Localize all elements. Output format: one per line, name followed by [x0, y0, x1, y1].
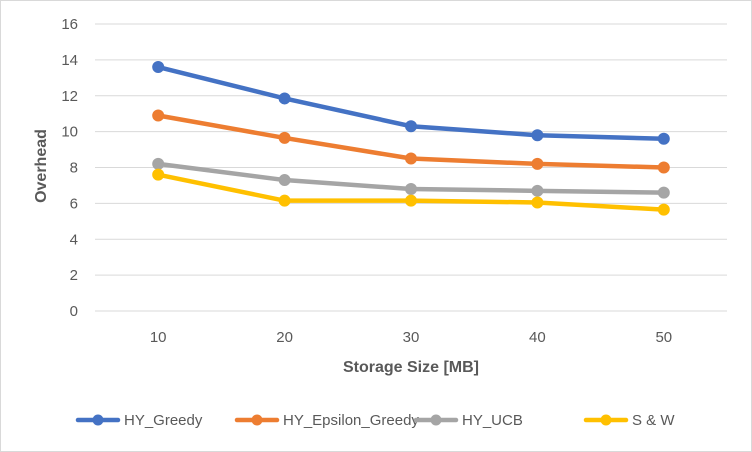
data-point — [152, 168, 165, 181]
legend-item: HY_Epsilon_Greedy — [234, 412, 419, 429]
legend-label: HY_Epsilon_Greedy — [283, 412, 419, 429]
x-tick-label: 20 — [276, 329, 293, 346]
data-point — [278, 131, 291, 144]
y-tick-label: 14 — [61, 52, 78, 69]
legend-label: HY_Greedy — [124, 412, 203, 429]
legend: HY_Greedy HY_Epsilon_Greedy HY_UCB S & W — [75, 412, 675, 429]
y-axis-title: Overhead — [33, 129, 50, 203]
data-point — [278, 194, 291, 207]
data-point — [531, 157, 544, 170]
y-tick-label: 10 — [61, 124, 78, 141]
y-tick-label: 8 — [70, 160, 78, 177]
x-tick-label: 50 — [655, 329, 672, 346]
legend-label: S & W — [632, 412, 675, 429]
x-tick-label: 10 — [150, 329, 167, 346]
y-tick-label: 6 — [70, 195, 78, 212]
legend-marker — [251, 414, 263, 426]
y-tick-label: 12 — [61, 88, 78, 105]
data-point — [531, 184, 544, 197]
data-point — [405, 120, 417, 133]
series — [152, 168, 670, 216]
data-point — [152, 61, 165, 74]
data-point — [657, 132, 670, 145]
legend-marker — [600, 414, 612, 426]
x-tick-label: 30 — [403, 329, 420, 346]
data-point — [405, 152, 417, 165]
data-point — [657, 186, 670, 199]
legend-item: HY_UCB — [413, 412, 523, 429]
data-point — [657, 161, 670, 174]
y-tick-label: 16 — [61, 16, 78, 33]
legend-marker — [430, 414, 442, 426]
data-point — [405, 183, 417, 196]
data-point — [278, 92, 291, 105]
x-tick-label: 40 — [529, 329, 546, 346]
data-point — [657, 203, 670, 216]
legend-item: S & W — [583, 412, 675, 429]
y-tick-label: 0 — [70, 303, 78, 320]
legend-item: HY_Greedy — [75, 412, 203, 429]
y-tick-labels: 0 2 4 6 8 10 12 14 16 — [61, 16, 78, 320]
data-point — [278, 174, 291, 187]
series-group — [152, 61, 670, 216]
data-point — [405, 194, 417, 207]
series — [152, 157, 670, 199]
data-point — [531, 196, 544, 209]
x-tick-labels: 10 20 30 40 50 — [150, 329, 672, 346]
y-tick-label: 2 — [70, 267, 78, 284]
series — [152, 61, 670, 145]
y-tick-label: 4 — [70, 231, 78, 248]
x-axis-title: Storage Size [MB] — [343, 359, 479, 376]
series — [152, 109, 670, 174]
data-point — [152, 109, 165, 122]
legend-marker — [92, 414, 104, 426]
legend-label: HY_UCB — [462, 412, 523, 429]
data-point — [152, 157, 165, 170]
data-point — [531, 129, 544, 142]
